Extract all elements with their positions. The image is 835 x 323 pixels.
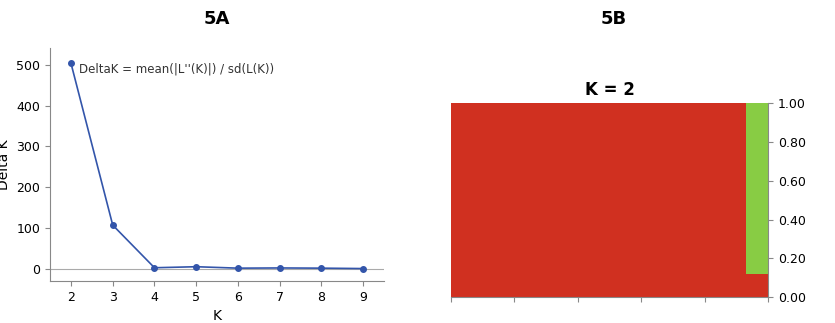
Title: K = 2: K = 2: [584, 81, 635, 99]
Y-axis label: Delta K: Delta K: [0, 140, 11, 190]
Text: DeltaK = mean(|L''(K)|) / sd(L(K)): DeltaK = mean(|L''(K)|) / sd(L(K)): [79, 62, 275, 75]
Text: 5A: 5A: [204, 10, 230, 28]
Text: 5B: 5B: [600, 10, 627, 28]
X-axis label: K: K: [213, 309, 221, 323]
